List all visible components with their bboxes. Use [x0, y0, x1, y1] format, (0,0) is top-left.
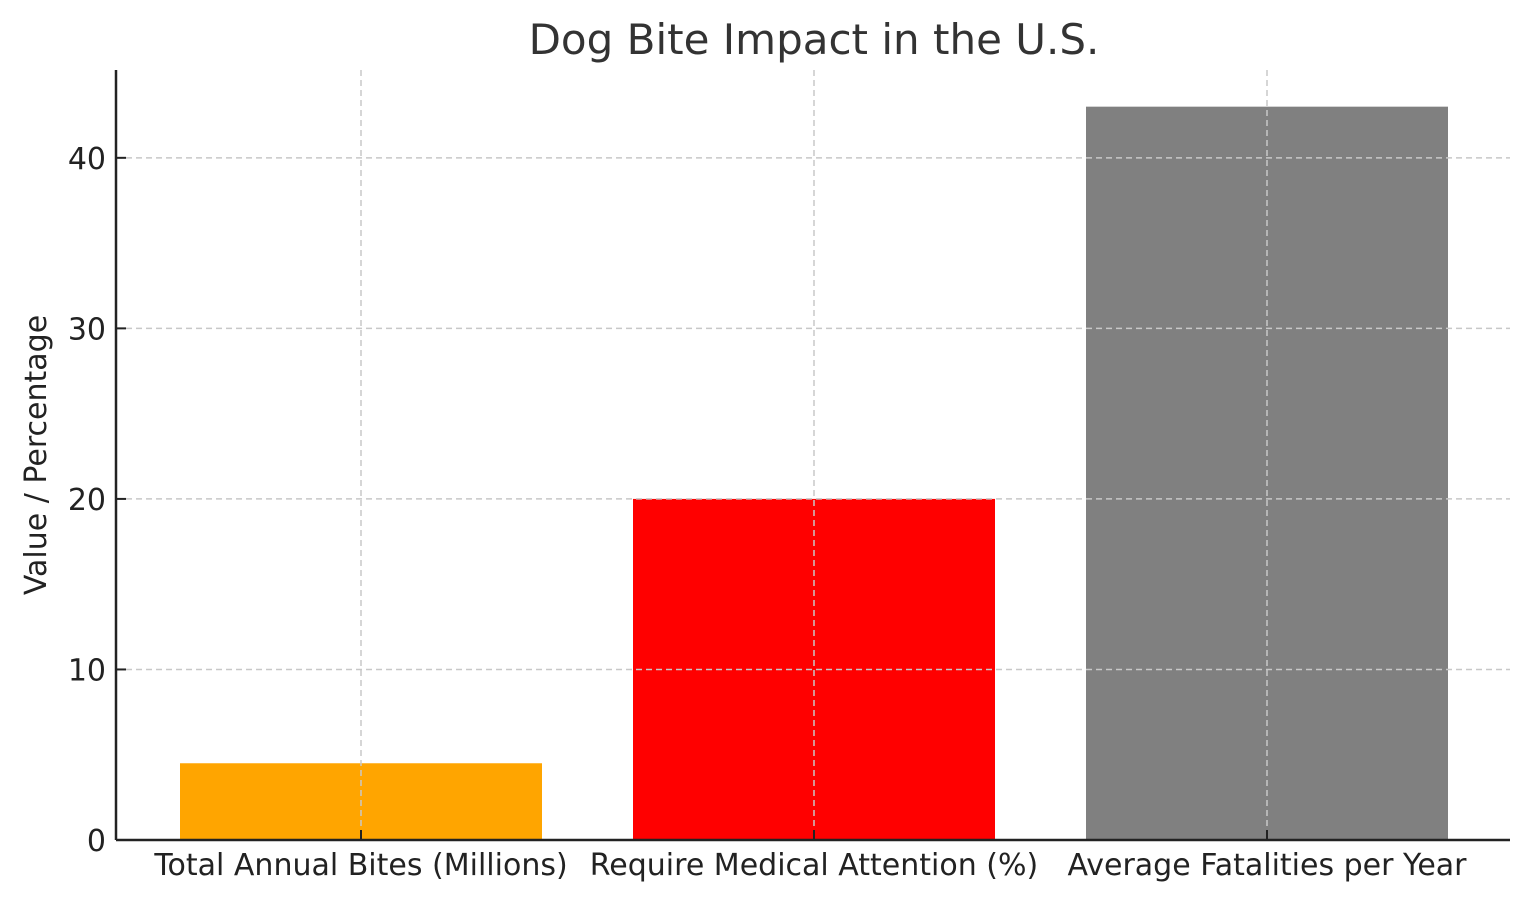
- y-tick-label: 10: [68, 653, 106, 688]
- x-tick-label: Average Fatalities per Year: [1067, 848, 1467, 883]
- x-tick-label: Require Medical Attention (%): [590, 848, 1038, 883]
- y-tick-label: 30: [68, 312, 106, 347]
- y-tick-labels: 0 10 20 30 40: [68, 142, 106, 859]
- y-tick-label: 0: [87, 824, 106, 859]
- x-tick-labels: Total Annual Bites (Millions) Require Med…: [153, 848, 1467, 883]
- x-tick-label: Total Annual Bites (Millions): [153, 848, 567, 883]
- y-tick-label: 40: [68, 142, 106, 177]
- y-axis-label: Value / Percentage: [19, 315, 54, 595]
- grid-lines: [116, 70, 1510, 840]
- y-tick-label: 20: [68, 483, 106, 518]
- axes: [114, 70, 1510, 842]
- chart-title: Dog Bite Impact in the U.S.: [529, 15, 1100, 64]
